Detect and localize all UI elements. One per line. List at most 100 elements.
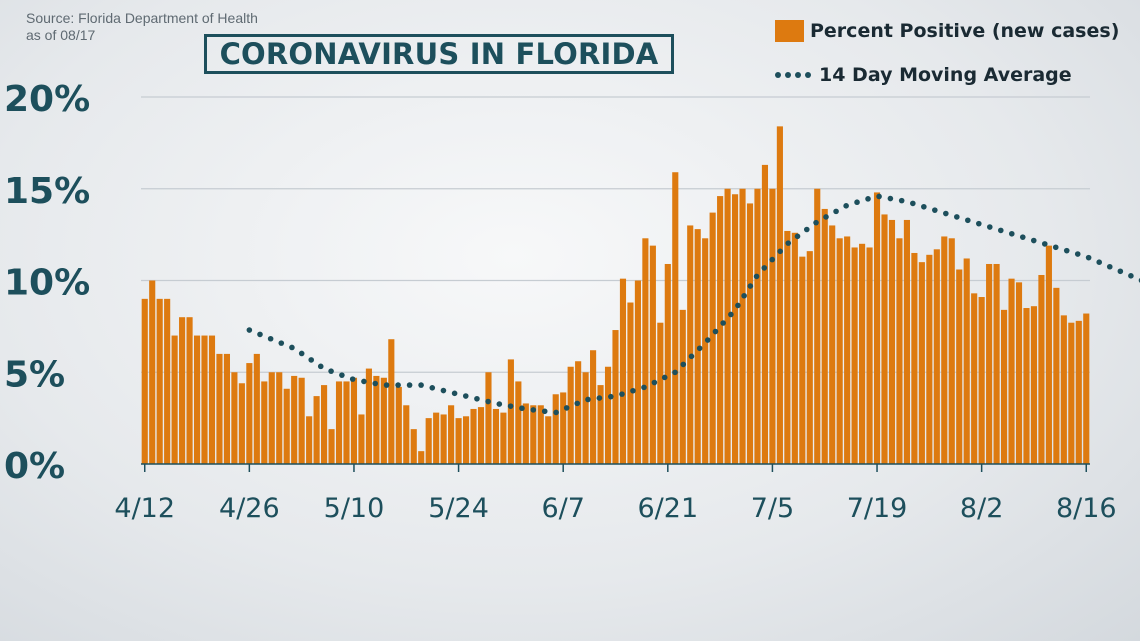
bar <box>746 203 754 464</box>
x-axis <box>141 463 1090 472</box>
average-point <box>246 327 253 333</box>
average-point <box>921 203 927 210</box>
bar <box>687 225 694 464</box>
bar <box>223 353 230 464</box>
bar <box>448 405 455 464</box>
bar <box>888 219 896 464</box>
average-point <box>267 335 274 342</box>
bar <box>612 330 619 464</box>
bar <box>335 381 343 464</box>
as-of-date: as of 08/17 <box>26 27 96 43</box>
bar <box>627 302 634 464</box>
average-point <box>680 361 687 368</box>
bar <box>276 372 283 464</box>
bar <box>702 238 709 464</box>
bar <box>545 416 552 464</box>
average-point <box>496 401 503 407</box>
bar <box>1068 322 1075 464</box>
average-point <box>1063 247 1070 254</box>
average-point <box>932 207 938 213</box>
bar <box>866 247 873 464</box>
average-point <box>1008 230 1015 237</box>
bar <box>321 385 328 464</box>
bar <box>380 377 387 464</box>
bar <box>926 254 933 464</box>
average-point <box>823 214 829 220</box>
bar <box>306 416 313 464</box>
average-point <box>563 405 570 411</box>
bar <box>754 188 761 464</box>
average-point <box>1052 244 1059 251</box>
bar <box>455 418 462 464</box>
bar <box>313 396 320 464</box>
bar <box>208 335 216 464</box>
bars <box>141 126 1090 465</box>
bar <box>522 403 529 464</box>
average-point <box>661 374 668 381</box>
average-point <box>747 283 754 289</box>
bar <box>560 392 567 464</box>
bar <box>328 429 335 464</box>
bar <box>1023 308 1030 464</box>
x-tick-label: 7/19 <box>847 493 908 524</box>
bar <box>418 451 425 464</box>
bar <box>836 238 843 464</box>
bar <box>500 412 507 464</box>
average-point <box>1074 251 1081 257</box>
bar <box>261 381 268 464</box>
x-tick-label: 6/7 <box>541 493 584 524</box>
average-point <box>485 398 491 405</box>
average-point <box>619 391 625 397</box>
average-point <box>843 203 849 209</box>
bar <box>575 361 582 464</box>
average-point <box>278 340 285 346</box>
bar <box>365 368 372 464</box>
bar <box>903 219 910 464</box>
x-tick-label: 6/21 <box>637 493 698 524</box>
average-point <box>1085 254 1092 261</box>
bar <box>515 381 522 464</box>
bar <box>462 416 470 464</box>
average-point <box>519 405 525 412</box>
average-point <box>976 220 982 227</box>
average-point <box>553 409 559 416</box>
bar <box>717 196 724 464</box>
average-point <box>803 226 810 233</box>
source-line: Source: Florida Department of Health <box>26 10 258 26</box>
bar <box>844 236 851 464</box>
average-point <box>418 382 424 388</box>
bar <box>881 214 888 464</box>
bar <box>298 377 305 464</box>
average-point <box>361 378 367 385</box>
bar <box>216 353 223 464</box>
bar <box>956 269 963 464</box>
y-tick-label: 15% <box>4 171 90 212</box>
bar <box>911 252 918 464</box>
average-point <box>865 196 871 202</box>
average-point <box>451 390 458 397</box>
bar <box>978 297 985 464</box>
bar <box>567 366 574 464</box>
bar <box>829 225 836 464</box>
bar <box>590 350 597 464</box>
average-point <box>704 337 711 343</box>
average-point <box>596 395 603 401</box>
average-point <box>954 214 960 220</box>
y-tick-label: 5% <box>4 354 65 395</box>
bar <box>373 375 380 464</box>
legend-item-bars: Percent Positive (new cases) <box>775 14 1119 48</box>
bar <box>485 372 492 464</box>
bar <box>403 405 410 464</box>
y-axis-ticks: 0% 5% 10% 15% 20% <box>4 79 90 487</box>
bar <box>388 339 395 464</box>
bar <box>1075 320 1082 464</box>
bar <box>246 363 253 464</box>
bar <box>657 322 664 464</box>
bar <box>410 429 417 464</box>
average-point <box>794 233 801 240</box>
bar <box>761 164 769 464</box>
bar <box>776 126 783 465</box>
average-point <box>720 320 726 326</box>
average-point <box>813 219 819 226</box>
bar <box>597 385 604 464</box>
